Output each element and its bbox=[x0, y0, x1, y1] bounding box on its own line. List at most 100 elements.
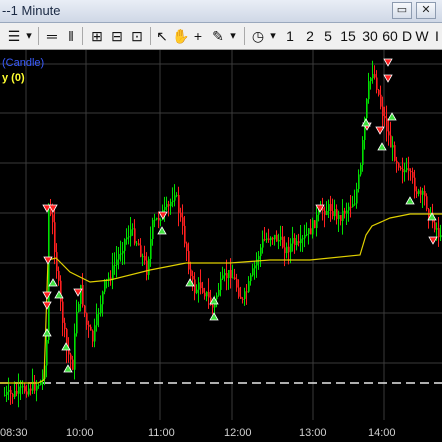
sell-signal-marker bbox=[42, 291, 52, 300]
interval-60-button[interactable]: 60 bbox=[382, 28, 398, 44]
interval-2-button[interactable]: 2 bbox=[306, 28, 314, 44]
candle-body bbox=[222, 275, 224, 279]
candle-body bbox=[350, 206, 352, 208]
cursor-icon[interactable]: ↖ bbox=[156, 28, 168, 44]
candle-body bbox=[88, 324, 90, 327]
buy-signal-marker bbox=[209, 296, 219, 305]
interval-1-button[interactable]: 1 bbox=[286, 28, 294, 44]
candle-body bbox=[338, 214, 340, 220]
interval-d-button[interactable]: D bbox=[401, 28, 413, 44]
clock-dropdown-icon[interactable]: ▾ bbox=[270, 30, 276, 42]
candle-body bbox=[376, 77, 378, 90]
candle-body bbox=[218, 289, 220, 296]
buy-signal-marker bbox=[157, 226, 167, 235]
candle-body bbox=[440, 235, 442, 238]
candle-body bbox=[290, 243, 292, 253]
candle-body bbox=[232, 277, 234, 279]
sell-signal-marker bbox=[158, 211, 168, 220]
candle-body bbox=[282, 236, 284, 248]
sell-signal-marker bbox=[383, 58, 393, 67]
candle-body bbox=[58, 270, 60, 281]
clock-icon[interactable]: ◷ bbox=[251, 28, 265, 44]
candle-body bbox=[80, 284, 82, 304]
candle-body bbox=[244, 291, 246, 299]
candle-body bbox=[204, 292, 206, 297]
candle-body bbox=[42, 378, 44, 381]
menu-icon[interactable]: ☰ bbox=[7, 28, 21, 44]
candle-body bbox=[110, 277, 112, 280]
candle-body bbox=[4, 394, 6, 396]
candle-body bbox=[116, 259, 118, 265]
candle-body bbox=[396, 160, 398, 164]
candle-body bbox=[134, 228, 136, 244]
candle-body bbox=[224, 273, 226, 276]
restore-button[interactable]: ▭ bbox=[392, 2, 412, 19]
crosshair-icon[interactable]: + bbox=[193, 28, 203, 44]
toolbar-separator bbox=[82, 27, 83, 45]
buy-signal-marker bbox=[361, 118, 371, 127]
candle-body bbox=[408, 168, 410, 172]
candle-body bbox=[288, 246, 290, 253]
pencil-dropdown-icon[interactable]: ▾ bbox=[230, 30, 236, 42]
hand-icon[interactable]: ✋ bbox=[172, 28, 190, 44]
candle-body bbox=[234, 277, 236, 280]
time-tick-label: 08:30 bbox=[0, 427, 28, 439]
candle-body bbox=[372, 74, 374, 79]
pencil-icon[interactable]: ✎ bbox=[212, 28, 224, 44]
interval-5-button[interactable]: 5 bbox=[324, 28, 332, 44]
interval-i-button[interactable]: I bbox=[435, 28, 439, 44]
candle-body bbox=[150, 239, 152, 259]
zoom-in-icon[interactable]: ⊞ bbox=[91, 28, 103, 44]
candle-body bbox=[212, 305, 214, 308]
candle-body bbox=[418, 190, 420, 194]
candle-body bbox=[196, 289, 198, 293]
candle-body bbox=[40, 380, 42, 385]
candle-body bbox=[318, 210, 320, 215]
candle-body bbox=[148, 258, 150, 275]
candle-body bbox=[378, 89, 380, 95]
interval-15-button[interactable]: 15 bbox=[340, 28, 356, 44]
candle-body bbox=[206, 291, 208, 297]
candle-body bbox=[306, 234, 308, 236]
candle-body bbox=[302, 238, 304, 240]
candle-body bbox=[98, 312, 100, 315]
candle-body bbox=[100, 304, 102, 313]
candle-body bbox=[50, 209, 52, 215]
zoom-out-icon[interactable]: ⊟ bbox=[111, 28, 123, 44]
interval-30-button[interactable]: 30 bbox=[362, 28, 378, 44]
sell-signal-marker bbox=[43, 256, 53, 265]
candle-body bbox=[336, 209, 338, 220]
candle-body bbox=[176, 195, 178, 197]
fit-icon[interactable]: ⊡ bbox=[131, 28, 143, 44]
time-tick-label: 14:00 bbox=[368, 427, 396, 439]
interval-w-button[interactable]: W bbox=[415, 28, 429, 44]
candle-body bbox=[60, 280, 62, 302]
candle-body bbox=[230, 270, 232, 278]
candle-body bbox=[112, 265, 114, 280]
candle-body bbox=[122, 250, 124, 254]
candle-body bbox=[82, 284, 84, 306]
candle-body bbox=[138, 243, 140, 246]
candle-body bbox=[136, 243, 138, 245]
candle-body bbox=[124, 239, 126, 251]
candle-body bbox=[202, 288, 204, 293]
legend-candle-label: (Candle) bbox=[2, 57, 45, 69]
menu-dropdown-icon[interactable]: ▾ bbox=[26, 30, 32, 42]
pause-icon[interactable]: ‖ bbox=[68, 28, 74, 44]
candle-body bbox=[324, 210, 326, 215]
candle-body bbox=[312, 220, 314, 235]
candle-body bbox=[360, 164, 362, 175]
candle-body bbox=[72, 359, 74, 370]
candle-body bbox=[354, 203, 356, 205]
candle-body bbox=[6, 391, 8, 395]
candle-body bbox=[18, 386, 20, 394]
close-button[interactable]: ✕ bbox=[416, 2, 436, 19]
price-chart[interactable]: 08:30 10:00 11:00 12:00 13:00 14:00 bbox=[0, 50, 442, 442]
close-icon: ✕ bbox=[421, 4, 431, 16]
lines-icon[interactable]: ═ bbox=[47, 28, 57, 44]
candle-body bbox=[170, 201, 172, 207]
candle-body bbox=[190, 269, 192, 277]
candle-body bbox=[76, 311, 78, 334]
candle-body bbox=[108, 277, 110, 280]
candle-body bbox=[264, 239, 266, 241]
